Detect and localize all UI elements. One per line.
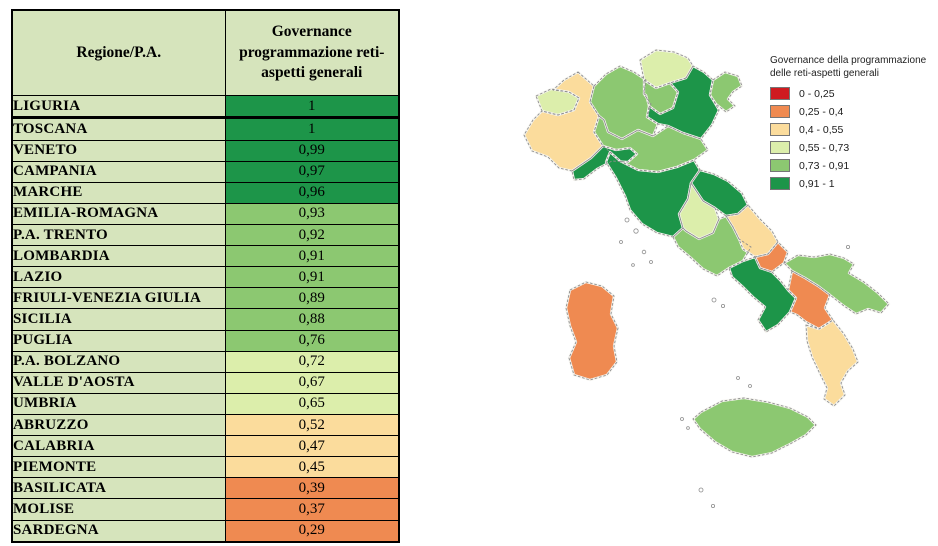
table-row: LIGURIA 1 <box>11 94 400 120</box>
governance-table: Regione/P.A. Governance programmazione r… <box>11 9 400 543</box>
region-value: 0,45 <box>224 456 400 479</box>
legend-item: 0,25 - 0,4 <box>770 105 938 119</box>
region-name: P.A. TRENTO <box>11 223 226 247</box>
region-value: 0,67 <box>224 371 400 394</box>
region-value: 0,29 <box>224 519 400 543</box>
column-header-region: Regione/P.A. <box>11 9 226 96</box>
legend-item: 0,73 - 0,91 <box>770 159 938 173</box>
region-name: LIGURIA <box>11 94 226 120</box>
table-row: P.A. TRENTO 0,92 <box>11 223 400 247</box>
region-value: 0,99 <box>224 139 400 162</box>
column-header-governance: Governance programmazione reti-aspetti g… <box>224 9 400 96</box>
legend-label: 0,4 - 0,55 <box>799 123 844 136</box>
region-name: LOMBARDIA <box>11 245 226 268</box>
region-value: 0,93 <box>224 202 400 226</box>
legend-item: 0,55 - 0,73 <box>770 141 938 155</box>
legend-swatch <box>770 177 790 191</box>
region-name: LAZIO <box>11 266 226 289</box>
region-name: FRIULI-VENEZIA GIULIA <box>11 287 226 310</box>
region-value: 0,89 <box>224 287 400 310</box>
region-value: 1 <box>224 117 400 141</box>
region-name: MOLISE <box>11 498 226 521</box>
region-name: EMILIA-ROMAGNA <box>11 202 226 226</box>
table-row: MOLISE 0,37 <box>11 498 400 521</box>
table-row: LOMBARDIA 0,91 <box>11 245 400 268</box>
map-region-sicilia <box>691 396 818 459</box>
map-small-islands <box>619 217 850 508</box>
table-row: SARDEGNA 0,29 <box>11 519 400 543</box>
table-row: VALLE D'AOSTA 0,67 <box>11 371 400 394</box>
region-value: 0,39 <box>224 477 400 500</box>
region-value: 0,88 <box>224 308 400 331</box>
region-value: 0,76 <box>224 329 400 352</box>
region-name: MARCHE <box>11 181 226 204</box>
legend-label: 0,73 - 0,91 <box>799 159 850 172</box>
region-name: UMBRIA <box>11 392 226 415</box>
region-name: SICILIA <box>11 308 226 331</box>
region-name: PIEMONTE <box>11 456 226 479</box>
table-row: VENETO 0,99 <box>11 139 400 162</box>
legend-item: 0,91 - 1 <box>770 177 938 191</box>
region-value: 0,47 <box>224 435 400 458</box>
table-row: P.A. BOLZANO 0,72 <box>11 350 400 373</box>
map-region-piemonte <box>522 70 605 173</box>
legend-label: 0,91 - 1 <box>799 177 835 190</box>
legend-swatch <box>770 159 790 173</box>
legend-label: 0,25 - 0,4 <box>799 105 844 118</box>
map-region-sardegna <box>564 280 620 382</box>
legend-label: 0,55 - 0,73 <box>799 141 850 154</box>
region-name: CALABRIA <box>11 435 226 458</box>
region-value: 0,97 <box>224 160 400 183</box>
region-name: ABRUZZO <box>11 413 226 437</box>
table-row: PIEMONTE 0,45 <box>11 456 400 479</box>
region-name: VALLE D'AOSTA <box>11 371 226 394</box>
region-value: 0,37 <box>224 498 400 521</box>
table-row: SICILIA 0,88 <box>11 308 400 331</box>
region-value: 0,65 <box>224 392 400 415</box>
region-name: CAMPANIA <box>11 160 226 183</box>
map-legend: Governance della programmazione delle re… <box>770 54 938 195</box>
region-value: 0,96 <box>224 181 400 204</box>
legend-title-line2: delle reti-aspetti generali <box>770 68 879 80</box>
region-value: 0,91 <box>224 245 400 268</box>
table-row: MARCHE 0,96 <box>11 181 400 204</box>
region-name: P.A. BOLZANO <box>11 350 226 373</box>
legend-item: 0 - 0,25 <box>770 87 938 101</box>
table-row: LAZIO 0,91 <box>11 266 400 289</box>
table-row: TOSCANA 1 <box>11 117 400 141</box>
region-value: 0,52 <box>224 413 400 437</box>
legend-item: 0,4 - 0,55 <box>770 123 938 137</box>
table-row: PUGLIA 0,76 <box>11 329 400 352</box>
region-value: 1 <box>224 94 400 120</box>
legend-swatch <box>770 105 790 119</box>
region-name: TOSCANA <box>11 117 226 141</box>
region-value: 0,91 <box>224 266 400 289</box>
region-name: BASILICATA <box>11 477 226 500</box>
legend-title: Governance della programmazione delle re… <box>770 54 938 80</box>
legend-swatch <box>770 87 790 101</box>
table-header-row: Regione/P.A. Governance programmazione r… <box>11 9 400 96</box>
region-value: 0,92 <box>224 223 400 247</box>
table-row: CALABRIA 0,47 <box>11 435 400 458</box>
table-row: FRIULI-VENEZIA GIULIA 0,89 <box>11 287 400 310</box>
map-region-campania <box>727 255 798 334</box>
legend-swatch <box>770 141 790 155</box>
legend-title-line1: Governance della programmazione <box>770 55 927 66</box>
region-value: 0,72 <box>224 350 400 373</box>
table-row: CAMPANIA 0,97 <box>11 160 400 183</box>
legend-label: 0 - 0,25 <box>799 87 835 100</box>
italy-choropleth-map <box>420 0 938 546</box>
region-name: SARDEGNA <box>11 519 226 543</box>
legend-swatch <box>770 123 790 137</box>
table-row: UMBRIA 0,65 <box>11 392 400 415</box>
region-name: VENETO <box>11 139 226 162</box>
region-name: PUGLIA <box>11 329 226 352</box>
table-row: BASILICATA 0,39 <box>11 477 400 500</box>
table-row: EMILIA-ROMAGNA 0,93 <box>11 202 400 226</box>
table-row: ABRUZZO 0,52 <box>11 413 400 437</box>
map-region-calabria <box>804 318 860 408</box>
